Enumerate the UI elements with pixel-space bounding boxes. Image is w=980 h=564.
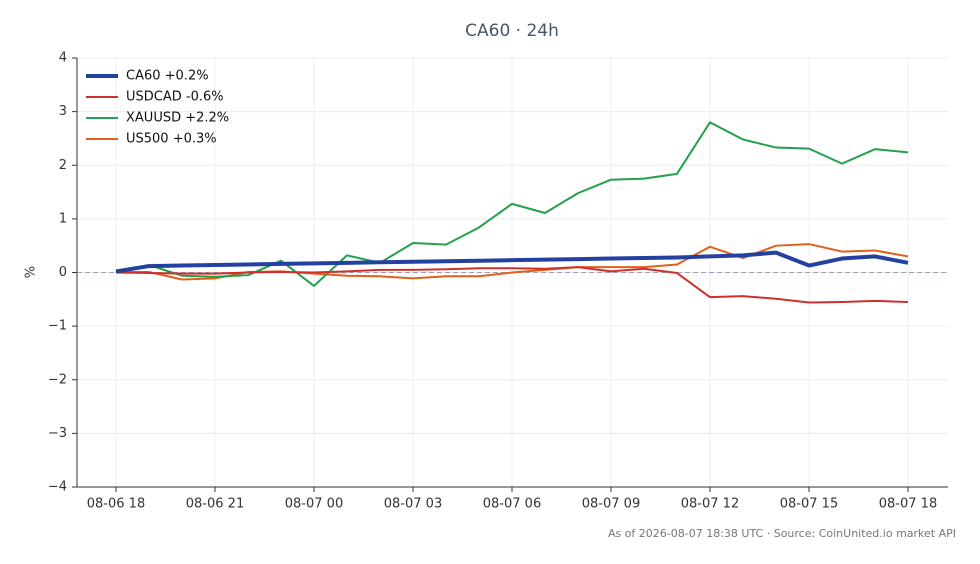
legend-label: USDCAD -0.6% xyxy=(126,90,224,105)
y-tick-label: −2 xyxy=(48,372,67,387)
y-tick-label: 2 xyxy=(59,158,67,173)
chart-title: CA60 · 24h xyxy=(465,21,559,41)
y-tick-label: −3 xyxy=(48,426,67,441)
legend-label: CA60 +0.2% xyxy=(126,69,209,84)
footer: As of 2026-08-07 18:38 UTC · Source: Coi… xyxy=(608,527,956,540)
y-tick-label: −1 xyxy=(48,319,67,334)
series-line xyxy=(115,250,909,274)
x-tick-label: 08-07 00 xyxy=(285,497,343,512)
y-tick-label: 3 xyxy=(59,104,67,119)
y-tick-label: 1 xyxy=(59,211,67,226)
y-axis-label: % xyxy=(24,266,39,278)
y-tick-label: 4 xyxy=(59,51,67,66)
y-tick-label: 0 xyxy=(59,265,67,280)
x-tick-label: 08-06 18 xyxy=(87,497,145,512)
legend-label: XAUUSD +2.2% xyxy=(126,111,229,126)
x-tick-label: 08-07 12 xyxy=(681,497,739,512)
series-line xyxy=(115,266,909,304)
x-tick-label: 08-07 03 xyxy=(384,497,442,512)
legend-label: US500 +0.3% xyxy=(126,132,217,147)
x-tick-label: 08-06 21 xyxy=(186,497,244,512)
x-tick-label: 08-07 09 xyxy=(582,497,640,512)
y-tick-label: −4 xyxy=(48,480,67,495)
x-tick-label: 08-07 06 xyxy=(483,497,541,512)
x-tick-label: 08-07 15 xyxy=(780,497,838,512)
x-tick-label: 08-07 18 xyxy=(879,497,937,512)
series-line xyxy=(115,121,909,287)
